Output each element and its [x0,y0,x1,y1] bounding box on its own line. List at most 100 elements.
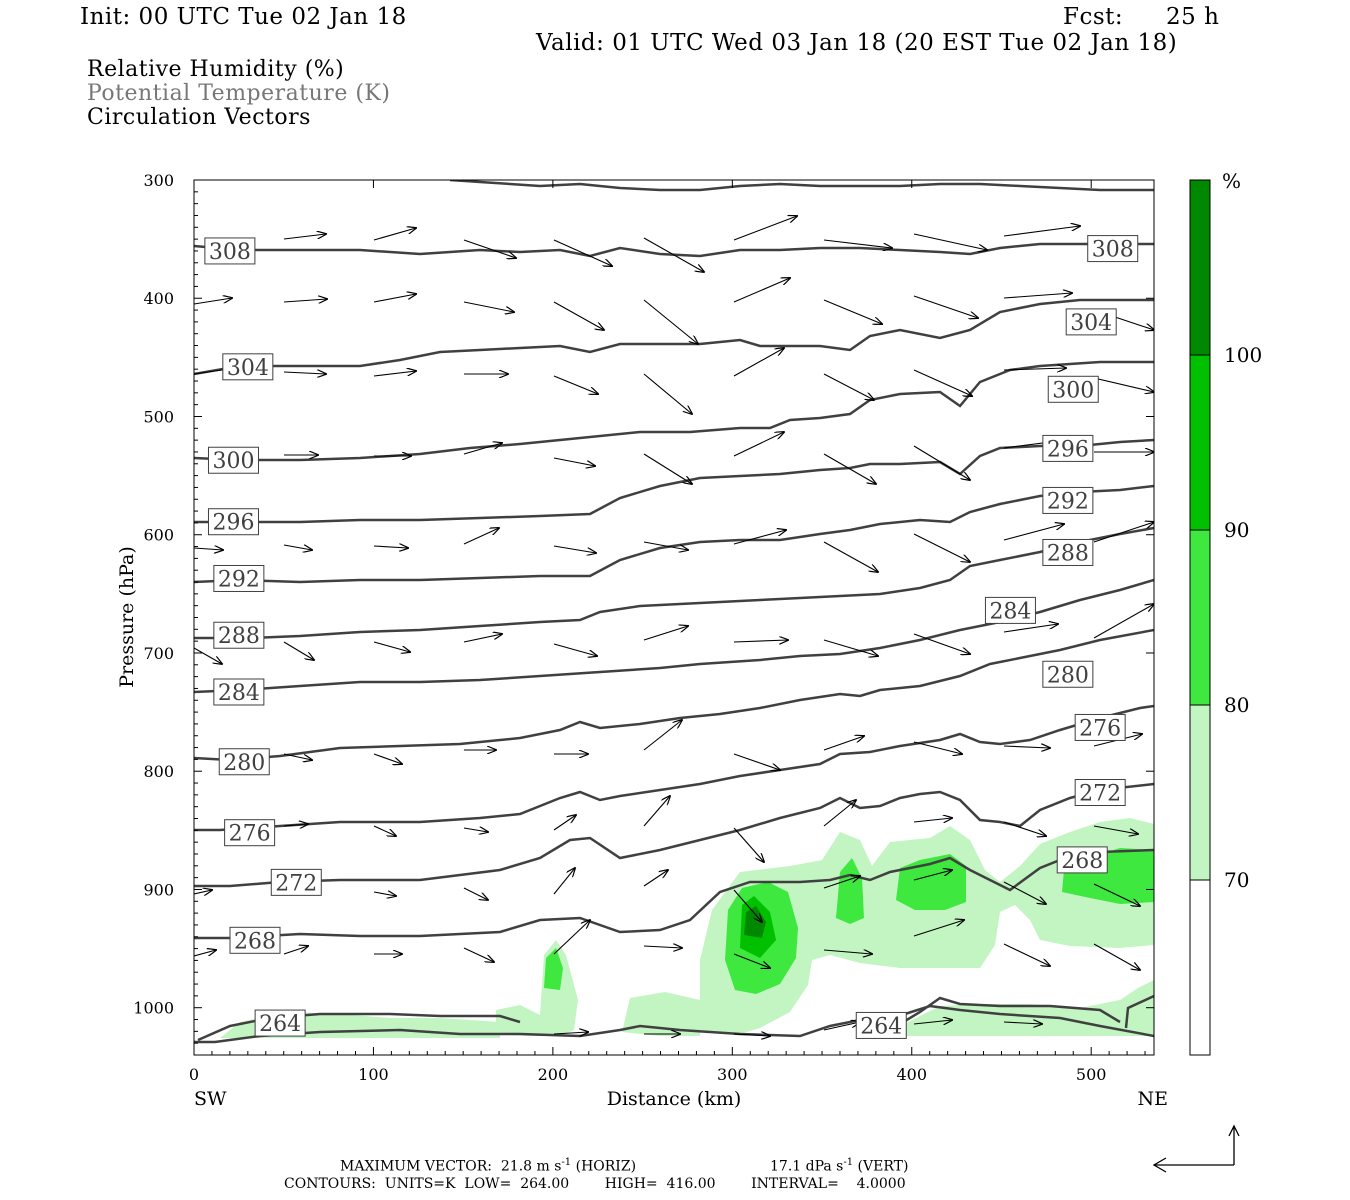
vector [1003,746,1050,748]
vector [553,301,604,330]
theta-label-box [224,819,276,847]
theta-label-box [204,237,256,265]
theta-label-box [213,678,265,706]
vector [823,239,892,248]
vector [1093,883,1140,906]
theta-label-box [1056,846,1108,874]
theta-label: 264 [860,1014,902,1039]
footer-max-vector: MAXIMUM VECTOR: 21.8 m s-1 (HORIZ) [340,1157,637,1175]
theta-line-268-low [197,994,1154,1042]
vector [643,870,668,887]
rh70-region-west [496,940,578,1036]
theta-label: 308 [209,240,251,265]
colorbar-segment [1190,355,1210,530]
vector [643,796,670,827]
vector [373,641,410,652]
vector [1003,624,1058,633]
vector [823,950,872,954]
theta-label-box [229,926,281,954]
vector [1093,377,1154,392]
vector [194,298,232,305]
theta-label: 304 [1070,311,1112,336]
y-axis-title: Pressure (hPa) [116,546,138,688]
circulation-vectors [194,216,1154,1036]
x-tick-label: 200 [538,1065,569,1084]
vector [1093,604,1154,639]
theta-contour-labels: 308 308 304 304 300 300 296 296 292 292 288 288 284 2… [204,235,1139,1039]
vector [463,528,499,545]
vector [733,753,780,770]
vector [823,373,874,400]
vector [463,947,494,962]
vector [823,1022,860,1031]
y-tick-label: 500 [143,407,174,426]
theta-line-288 [194,526,1154,640]
theta-label-box [1042,538,1094,566]
theta-label-box [213,564,265,592]
ne-end-label: NE [1138,1088,1169,1110]
theta-label: 280 [1047,663,1089,688]
vector [553,545,596,553]
vector [463,301,514,312]
vector [733,889,762,922]
vector [823,876,860,889]
theta-label: 276 [1079,716,1121,741]
vector [1093,825,1138,834]
theta-label: 288 [218,624,260,649]
vector [463,828,488,832]
theta-label-box [207,446,259,474]
colorbar-level-label: 90 [1224,518,1249,542]
vector [283,372,326,374]
theta-label-box [222,353,274,381]
theta-label: 304 [227,356,269,381]
forecast-label: Fcst: [1063,4,1124,30]
theta-label-box [1065,308,1117,336]
theta-label: 264 [259,1012,301,1037]
vector [913,818,952,822]
colorbar: 70 80 90 100% [1189,169,1262,1056]
vector [283,753,312,760]
theta-label-box [984,596,1036,624]
vector [463,634,502,643]
theta-label: 300 [212,449,254,474]
colorbar-segment [1190,880,1210,1055]
vector [823,736,864,751]
vector [733,348,784,377]
vector [553,375,598,394]
theta-line-304 [194,298,1154,376]
footer-contours-info: CONTOURS: UNITS=K LOW= 264.00 HIGH= 416.… [284,1176,906,1192]
vector [463,443,502,455]
theta-label: 280 [223,751,265,776]
theta-label: 300 [1052,378,1094,403]
theta-label-box [213,621,265,649]
theta-line-308 [194,242,1154,258]
vector [1003,293,1072,299]
theta-line-292 [194,484,1154,584]
theta-label: 272 [275,871,317,896]
theta-label-box [1042,660,1094,688]
x-tick-label: 400 [896,1065,927,1084]
axes: 0 100 200 300 400 500 300 400 500 600 700 800 900 100… [133,171,1154,1084]
x-tick-label: 500 [1076,1065,1107,1084]
reference-vector-icon [1152,1124,1240,1173]
vector [913,1020,952,1024]
theta-line-280 [194,628,1154,762]
vector [643,541,688,550]
theta-label: 268 [1061,849,1103,874]
valid-time: Valid: 01 UTC Wed 03 Jan 18 (20 EST Tue … [536,30,1178,56]
vector [913,445,970,480]
theta-label-box [207,508,259,536]
theta-line-264 [194,1004,1154,1044]
theta-label-box [1074,713,1126,741]
vector [283,234,326,240]
vector [643,626,688,641]
vector [194,548,223,550]
theta-label: 296 [1047,437,1089,462]
vector [913,233,987,250]
vector [733,827,764,862]
vector [194,890,212,894]
vector [643,453,692,484]
legend-circulation-vectors: Circulation Vectors [87,105,311,130]
theta-label: 308 [1092,238,1134,263]
vector [194,647,222,664]
